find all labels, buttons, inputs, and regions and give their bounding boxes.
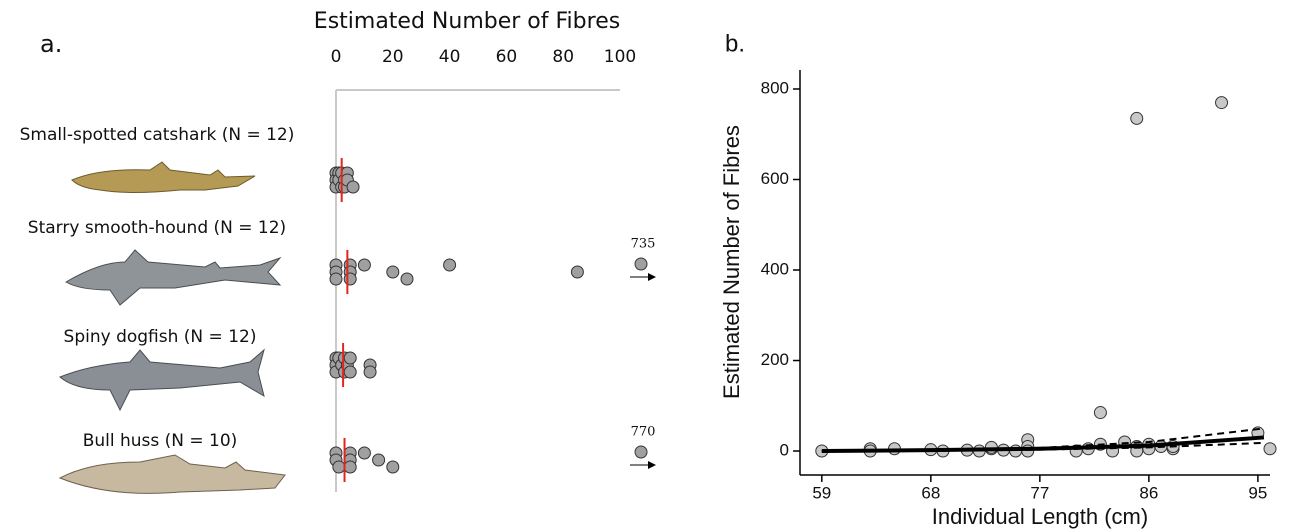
category-label: Spiny dogfish (N = 12) — [64, 327, 257, 347]
x-tick-label: 95 — [1248, 483, 1267, 502]
point — [363, 365, 377, 379]
x-axis-label: Individual Length (cm) — [932, 504, 1148, 529]
outlier-point — [634, 445, 648, 459]
x-tick-label: 60 — [496, 47, 518, 67]
point — [400, 272, 414, 286]
category-label: Starry smooth-hound (N = 12) — [28, 218, 286, 238]
point — [570, 265, 584, 279]
point — [1093, 406, 1107, 420]
panel-b: b. Individual Length (cm) Estimated Numb… — [719, 30, 1277, 529]
fit-line — [821, 435, 1265, 454]
x-tick-label: 77 — [1030, 483, 1049, 502]
chart-title: Estimated Number of Fibres — [314, 9, 620, 34]
outlier-arrowhead — [648, 273, 656, 281]
point — [386, 460, 400, 474]
x-tick-label: 68 — [921, 483, 940, 502]
panel-label: a. — [40, 30, 62, 58]
y-tick-label: 800 — [761, 78, 789, 97]
outlier-label: 735 — [631, 237, 656, 252]
shark-illustration — [58, 161, 286, 494]
category-label: Small-spotted catshark (N = 12) — [20, 125, 295, 145]
category-label: Bull huss (N = 10) — [83, 431, 238, 451]
point — [1263, 442, 1277, 456]
outlier-point — [634, 257, 648, 271]
y-tick-label: 400 — [761, 259, 789, 278]
point — [343, 351, 357, 365]
point — [386, 265, 400, 279]
outlier-label: 770 — [631, 425, 656, 440]
point — [357, 258, 371, 272]
x-tick-label: 100 — [604, 47, 636, 67]
outlier-arrowhead — [648, 461, 656, 469]
y-tick-label: 600 — [761, 169, 789, 188]
x-tick-label: 59 — [812, 483, 831, 502]
y-tick-label: 0 — [780, 441, 789, 460]
point — [332, 460, 346, 474]
panel-a: a. Estimated Number of Fibres 0 20 40 60 80 1… — [20, 9, 656, 494]
x-tick-label: 40 — [439, 47, 461, 67]
x-tick-label: 86 — [1139, 483, 1158, 502]
point — [1215, 96, 1229, 110]
panel-label: b. — [725, 30, 745, 57]
point — [357, 446, 371, 460]
point — [343, 460, 357, 474]
point — [329, 272, 343, 286]
point — [372, 453, 386, 467]
y-tick-label: 200 — [761, 350, 789, 369]
x-tick-label: 0 — [331, 47, 342, 67]
point — [343, 272, 357, 286]
point — [1021, 444, 1035, 458]
y-axis-label: Estimated Number of Fibres — [719, 125, 744, 399]
point — [343, 365, 357, 379]
point — [346, 180, 360, 194]
x-tick-label: 80 — [552, 47, 574, 67]
point — [443, 258, 457, 272]
point — [1130, 111, 1144, 125]
x-tick-label: 20 — [382, 47, 404, 67]
